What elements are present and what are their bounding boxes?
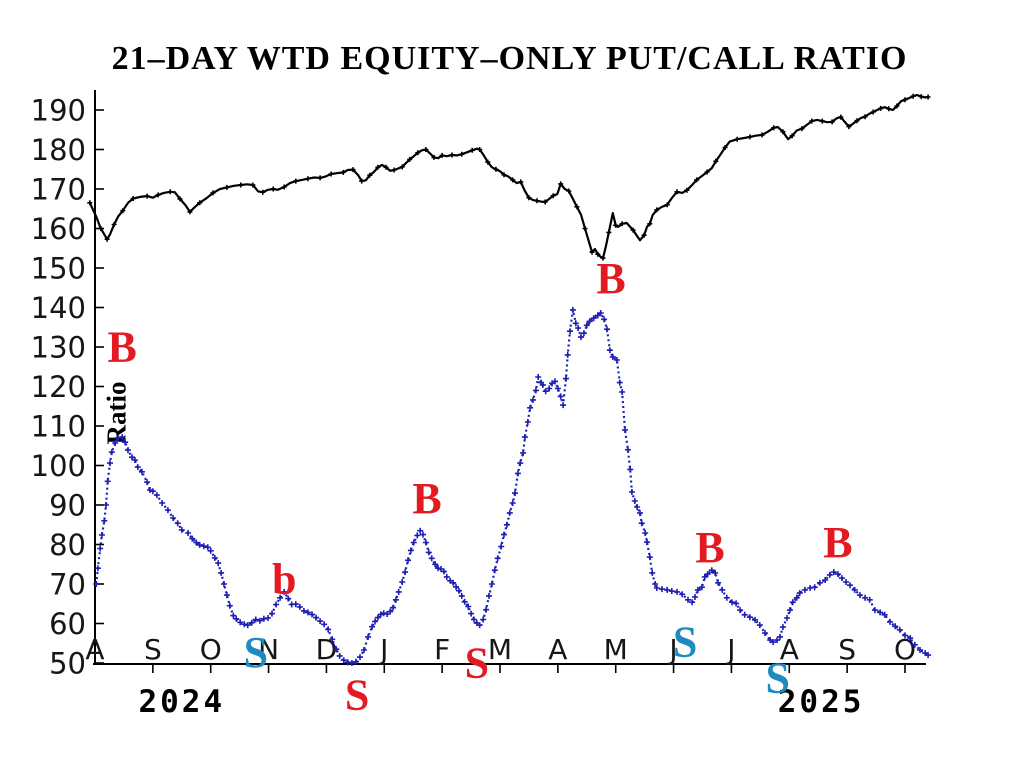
x-tick-label: J	[667, 633, 677, 666]
y-tick-label: 70	[49, 567, 86, 601]
chart-title: 21–DAY WTD EQUITY–ONLY PUT/CALL RATIO	[111, 40, 908, 77]
buy-signal-label: B	[695, 523, 724, 572]
x-tick-label: M	[488, 633, 512, 666]
sell-signal-label: S	[465, 639, 489, 688]
y-tick-label: 150	[31, 251, 86, 285]
x-tick-label: O	[200, 633, 222, 666]
sell-signal-label: S	[244, 628, 268, 677]
y-tick-label: 60	[49, 607, 86, 641]
buy-signal-label: B	[412, 474, 441, 523]
year-label: 2024	[138, 684, 225, 720]
x-tick-label: N	[258, 633, 279, 666]
price-line	[88, 93, 929, 260]
x-tick-label: M	[604, 633, 628, 666]
y-tick-label: 180	[31, 133, 86, 167]
x-tick-label: F	[434, 633, 450, 666]
y-tick-label: 170	[31, 172, 86, 206]
sell-signal-label: S	[765, 654, 789, 703]
y-tick-label: 80	[49, 528, 86, 562]
y-tick-label: 110	[31, 409, 86, 443]
year-label: 2025	[778, 684, 865, 720]
buy-signal-label: B	[108, 323, 137, 372]
y-tick-label: 90	[49, 488, 86, 522]
y-tick-label: 100	[31, 449, 86, 483]
x-tick-label: A	[548, 633, 567, 666]
y-tick-label: 160	[31, 212, 86, 246]
x-tick-label: A	[780, 633, 799, 666]
buy-signal-label: B	[823, 518, 852, 567]
x-tick-label: S	[838, 633, 856, 666]
sell-signal-label: S	[345, 671, 369, 720]
y-tick-label: 120	[31, 370, 86, 404]
put-call-ratio-line	[95, 308, 929, 665]
put-call-ratio-markers	[93, 306, 932, 666]
x-tick-label: J	[378, 633, 388, 666]
y-tick-label: 140	[31, 291, 86, 325]
x-tick-label: O	[894, 633, 916, 666]
price-markers	[87, 93, 931, 261]
x-tick-label: A	[85, 633, 104, 666]
buy-signal-label: B	[596, 254, 625, 303]
x-tick-label: J	[725, 633, 735, 666]
sell-signal-label: S	[673, 618, 697, 667]
x-tick-label: S	[144, 633, 162, 666]
y-tick-label: 190	[31, 93, 86, 127]
y-tick-label: 130	[31, 330, 86, 364]
y-tick-label: 50	[49, 646, 86, 680]
buy-signal-label: b	[272, 555, 296, 604]
